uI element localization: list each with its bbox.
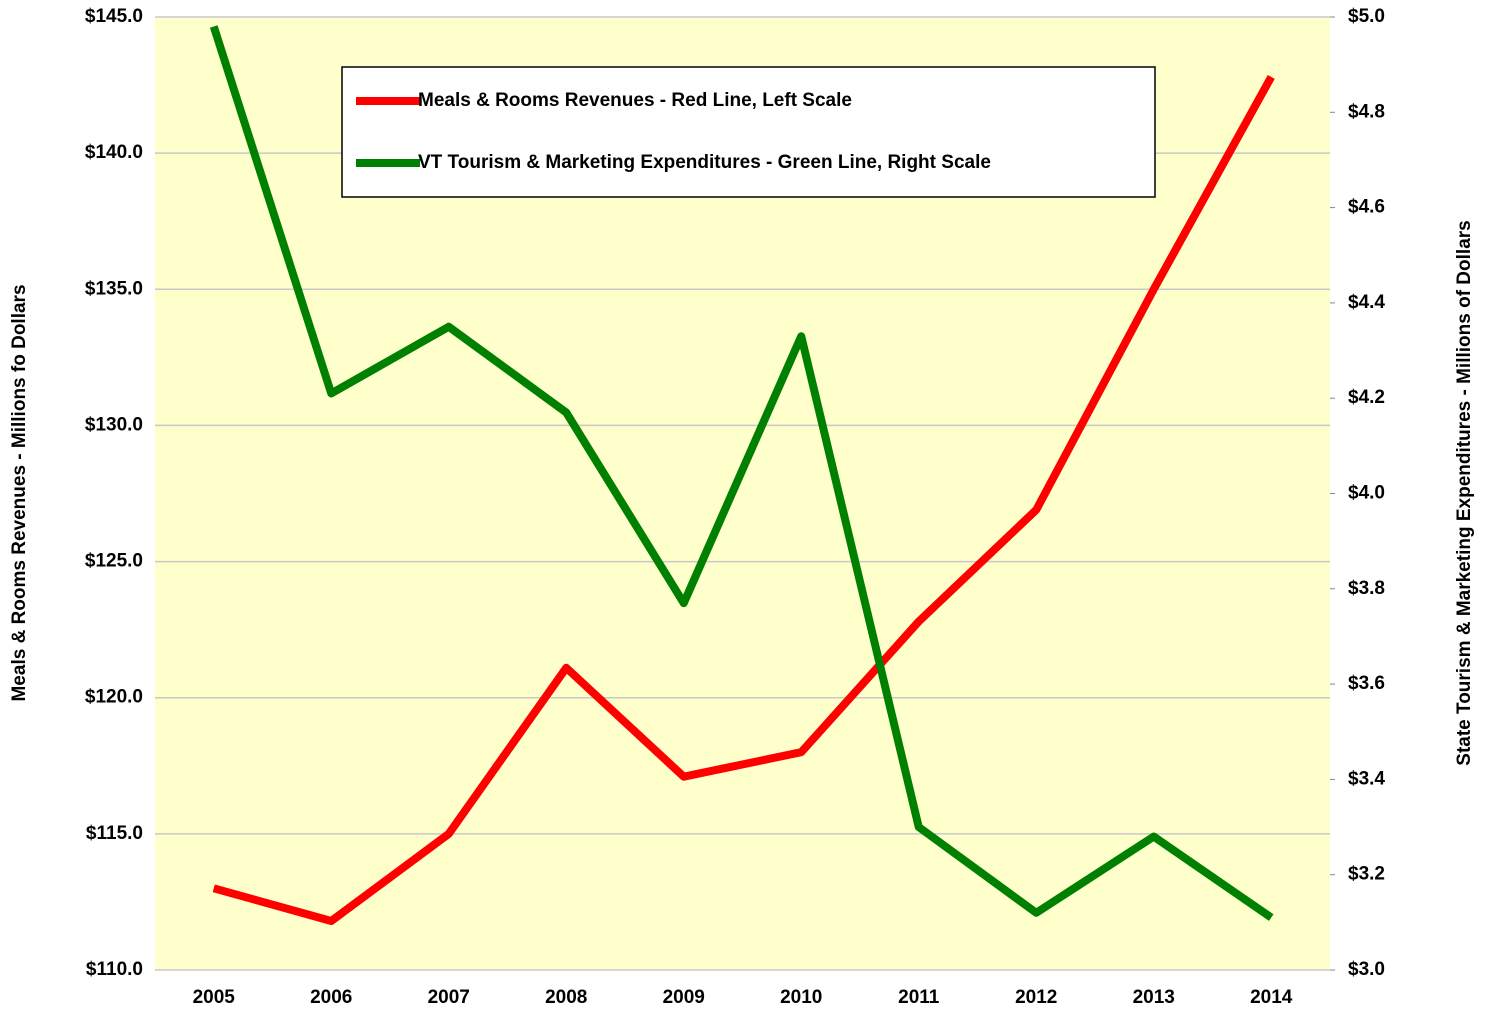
y-tick-label: $125.0 (85, 551, 143, 572)
y-tick-label: $135.0 (85, 278, 143, 299)
legend-label: Meals & Rooms Revenues - Red Line, Left … (418, 90, 852, 111)
x-tick-label: 2014 (1250, 987, 1293, 1008)
y-tick-label: $145.0 (85, 6, 143, 27)
y-tick-label: $115.0 (86, 823, 143, 844)
y-tick-label: $110.0 (86, 959, 143, 980)
y2-tick-label: $4.6 (1348, 197, 1385, 218)
x-tick-label: 2006 (310, 987, 352, 1008)
legend-box (341, 66, 1156, 198)
y2-tick-label: $3.2 (1348, 864, 1385, 885)
y-tick-label: $120.0 (85, 687, 143, 708)
y2-tick-label: $3.4 (1348, 768, 1385, 789)
y2-tick-label: $3.0 (1348, 959, 1385, 980)
x-tick-label: 2007 (428, 987, 470, 1008)
y2-tick-label: $3.8 (1348, 578, 1385, 599)
y2-tick-label: $4.4 (1348, 292, 1385, 313)
x-tick-label: 2011 (898, 987, 940, 1008)
y2-tick-label: $4.8 (1348, 101, 1385, 122)
y-axis-title: Meals & Rooms Revenues - Millions fo Dol… (9, 284, 30, 701)
y-tick-label: $140.0 (85, 142, 143, 163)
x-tick-label: 2008 (545, 987, 587, 1008)
x-tick-label: 2010 (780, 987, 822, 1008)
legend-label: VT Tourism & Marketing Expenditures - Gr… (418, 152, 991, 173)
x-tick-label: 2009 (663, 987, 705, 1008)
y2-tick-label: $4.2 (1348, 387, 1385, 408)
y2-tick-label: $3.6 (1348, 673, 1385, 694)
x-tick-label: 2012 (1015, 987, 1057, 1008)
y2-tick-label: $5.0 (1348, 6, 1385, 27)
y2-axis-title: State Tourism & Marketing Expenditures -… (1454, 220, 1475, 765)
y2-tick-label: $4.0 (1348, 483, 1385, 504)
x-tick-label: 2005 (193, 987, 236, 1008)
series-line (209, 25, 1274, 921)
y-tick-label: $130.0 (85, 414, 143, 435)
series-line (212, 74, 1275, 925)
x-tick-label: 2013 (1133, 987, 1175, 1008)
